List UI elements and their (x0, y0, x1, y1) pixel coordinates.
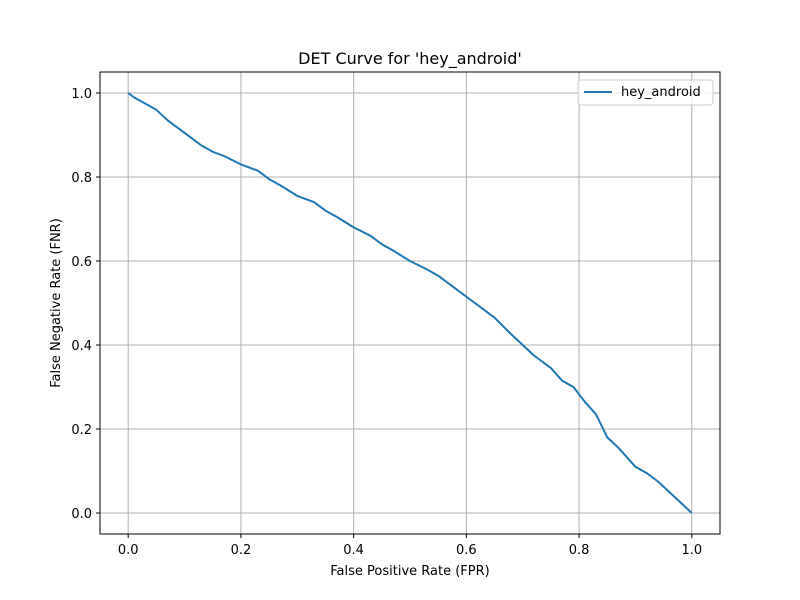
legend-box (577, 79, 714, 106)
legend: hey_android (577, 79, 714, 106)
x-tick-label: 0.8 (569, 543, 590, 558)
axis-ticks: 0.0 0.2 0.4 0.6 0.8 1.0 0.0 0.2 0.4 0.6 0.8 1.0 (71, 87, 702, 558)
x-tick-label: 0.0 (118, 543, 139, 558)
y-tick-label: 0.0 (71, 507, 92, 522)
x-tick-label: 0.4 (343, 543, 364, 558)
axes-frame (99, 71, 721, 535)
series-line-hey-android (127, 92, 693, 514)
x-tick-label: 0.6 (456, 543, 477, 558)
series-layer (127, 92, 693, 514)
y-axis-label: False Negative Rate (FNR) (49, 218, 64, 388)
y-tick-label: 0.4 (71, 339, 92, 354)
y-tick-label: 1.0 (71, 87, 92, 102)
y-tick-label: 0.2 (71, 423, 92, 438)
y-tick-label: 0.6 (71, 255, 92, 270)
x-axis-label: False Positive Rate (FPR) (330, 564, 489, 579)
chart-title: DET Curve for 'hey_android' (298, 49, 522, 69)
y-tick-label: 0.8 (71, 171, 92, 186)
legend-label-hey-android: hey_android (621, 85, 701, 100)
x-tick-label: 0.2 (231, 543, 252, 558)
x-tick-label: 1.0 (681, 543, 702, 558)
